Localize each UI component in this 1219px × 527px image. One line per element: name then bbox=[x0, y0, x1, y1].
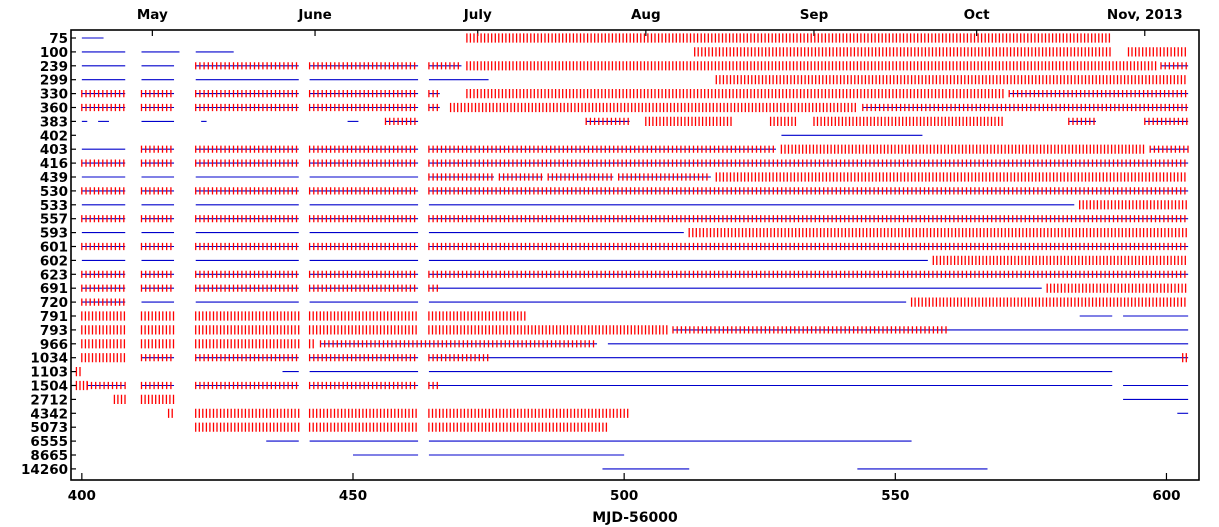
observation-ticks bbox=[689, 228, 1186, 237]
observation-ticks bbox=[912, 298, 1185, 307]
observation-ticks bbox=[695, 47, 1186, 56]
observation-ticks bbox=[82, 339, 313, 348]
observation-ticks bbox=[1047, 284, 1185, 293]
month-label: June bbox=[297, 7, 331, 23]
month-label: Sep bbox=[800, 7, 829, 23]
observation-ticks bbox=[467, 33, 1110, 42]
observation-ticks bbox=[716, 172, 1185, 181]
month-label: May bbox=[137, 7, 168, 23]
x-axis-title: MJD-56000 bbox=[592, 510, 678, 526]
observation-ticks bbox=[87, 382, 437, 389]
month-label: Oct bbox=[964, 7, 990, 23]
observation-ticks bbox=[467, 89, 1003, 98]
top-axis-labels: May June July Aug Sep Oct Nov, 2013 bbox=[137, 7, 1183, 23]
observation-ticks bbox=[386, 118, 1187, 125]
observation-ticks bbox=[467, 61, 1156, 70]
month-label: July bbox=[463, 7, 492, 23]
observation-ticks bbox=[933, 256, 1185, 265]
y-axis-labels: 7510023929933036038340240341643953053355… bbox=[21, 31, 68, 478]
observation-ticks bbox=[169, 409, 628, 418]
x-tick-label: 500 bbox=[610, 488, 638, 504]
month-label: Aug bbox=[631, 7, 661, 23]
blue-series-group bbox=[82, 38, 1188, 469]
observation-ticks bbox=[716, 75, 1185, 84]
plot-frame bbox=[71, 30, 1199, 480]
observation-ticks bbox=[82, 325, 667, 334]
x-tick-label: 450 bbox=[339, 488, 367, 504]
x-tick-label: 550 bbox=[881, 488, 909, 504]
month-label: Nov, 2013 bbox=[1107, 7, 1183, 23]
observation-ticks bbox=[1080, 200, 1187, 209]
observation-ticks bbox=[196, 423, 607, 432]
observation-ticks bbox=[451, 103, 856, 112]
observation-ticks bbox=[781, 145, 1143, 154]
observation-ticks bbox=[82, 311, 525, 320]
observation-ticks bbox=[114, 395, 173, 404]
x-axis-labels: 400 450 500 550 600 bbox=[68, 488, 1181, 504]
observation-ticks bbox=[76, 367, 80, 376]
x-tick-label: 400 bbox=[68, 488, 96, 504]
x-tick-label: 600 bbox=[1152, 488, 1180, 504]
y-tick-label: 14260 bbox=[21, 462, 68, 478]
observation-ticks bbox=[646, 117, 1002, 126]
observation-ticks bbox=[76, 381, 87, 390]
x-axis-ticks bbox=[82, 473, 1167, 480]
